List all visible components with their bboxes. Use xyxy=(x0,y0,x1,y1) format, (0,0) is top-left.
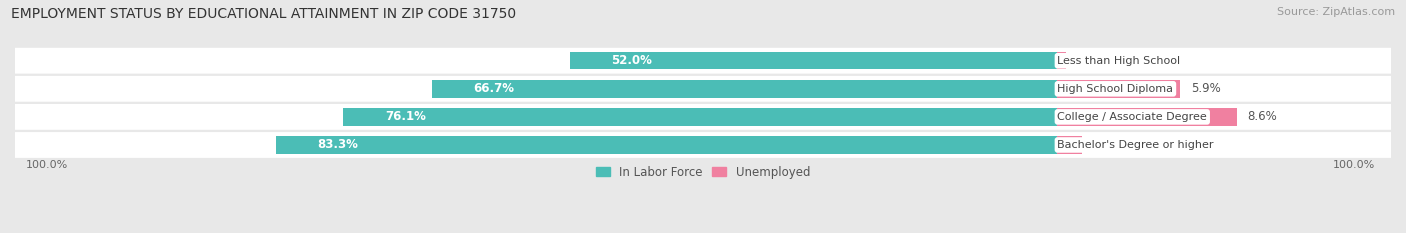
Text: 52.0%: 52.0% xyxy=(612,54,652,67)
Text: 76.1%: 76.1% xyxy=(385,110,426,123)
Bar xyxy=(1057,80,1181,98)
Text: Bachelor's Degree or higher: Bachelor's Degree or higher xyxy=(1057,140,1213,150)
Bar xyxy=(343,108,1057,126)
FancyBboxPatch shape xyxy=(14,132,1392,158)
Text: Source: ZipAtlas.com: Source: ZipAtlas.com xyxy=(1277,7,1395,17)
Text: 5.9%: 5.9% xyxy=(1191,82,1220,95)
Text: 66.7%: 66.7% xyxy=(474,82,515,95)
Bar xyxy=(569,52,1057,69)
Legend: In Labor Force, Unemployed: In Labor Force, Unemployed xyxy=(591,161,815,183)
Bar xyxy=(1057,108,1237,126)
Text: 100.0%: 100.0% xyxy=(1333,160,1375,170)
Text: 8.6%: 8.6% xyxy=(1247,110,1277,123)
Bar xyxy=(1057,52,1066,69)
Text: High School Diploma: High School Diploma xyxy=(1057,84,1174,94)
Text: 1.2%: 1.2% xyxy=(1092,138,1123,151)
Text: 0.4%: 0.4% xyxy=(1076,54,1107,67)
Text: 83.3%: 83.3% xyxy=(318,138,359,151)
Text: 100.0%: 100.0% xyxy=(25,160,67,170)
Bar xyxy=(432,80,1057,98)
FancyBboxPatch shape xyxy=(14,48,1392,74)
Text: Less than High School: Less than High School xyxy=(1057,56,1181,66)
FancyBboxPatch shape xyxy=(14,104,1392,130)
Text: College / Associate Degree: College / Associate Degree xyxy=(1057,112,1208,122)
Bar xyxy=(276,136,1057,154)
FancyBboxPatch shape xyxy=(14,76,1392,102)
Bar xyxy=(1057,136,1083,154)
Text: EMPLOYMENT STATUS BY EDUCATIONAL ATTAINMENT IN ZIP CODE 31750: EMPLOYMENT STATUS BY EDUCATIONAL ATTAINM… xyxy=(11,7,516,21)
